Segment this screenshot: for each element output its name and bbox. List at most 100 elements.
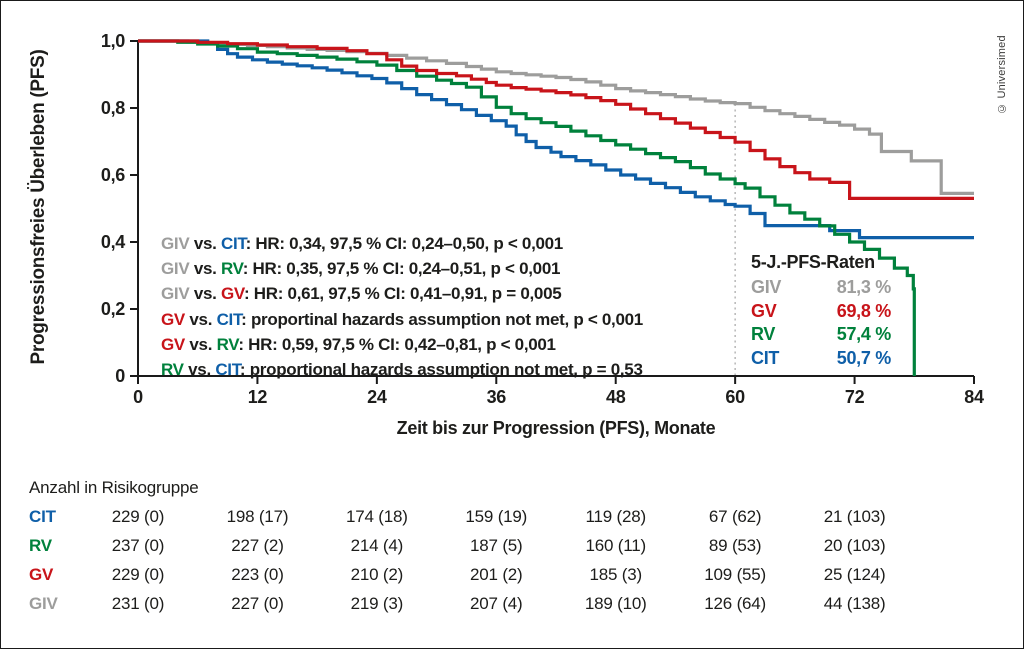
risk-value: 210 (2): [350, 565, 404, 584]
rate-group-label: RV: [751, 324, 776, 345]
y-tick-label: 0,6: [101, 165, 125, 185]
risk-table-title: Anzahl in Risikogruppe: [29, 478, 199, 497]
risk-row-label-gv: GV: [29, 565, 54, 584]
stat-group-giv: GIV: [161, 234, 190, 253]
risk-value: 20 (103): [823, 536, 886, 555]
five-year-pfs-rates-box: 5-J.-PFS-Raten GIV 81,3 % GV 69,8 % RV 57,4 %…: [751, 252, 891, 370]
stat-group-rv: RV: [216, 334, 239, 354]
x-tick-label: 36: [487, 387, 507, 407]
risk-value: 223 (0): [231, 565, 284, 584]
rate-group-label: GIV: [751, 277, 782, 297]
risk-value: 44 (138): [823, 594, 886, 613]
stat-group-giv: GIV: [161, 284, 190, 304]
risk-value: 185 (3): [589, 565, 642, 584]
stat-group-rv: RV: [220, 259, 243, 279]
risk-value: 21 (103): [823, 507, 886, 526]
risk-row-label-cit: CIT: [29, 507, 56, 526]
stat-text: : HR: 0,61, 97,5 % CI: 0,41–0,91, p = 0,…: [244, 284, 562, 304]
x-tick-label: 24: [367, 387, 387, 407]
rate-value: 69,8 %: [836, 300, 892, 321]
stat-group-gv: GV: [161, 334, 185, 354]
stat-text: vs.: [183, 360, 216, 380]
stat-text: : HR: 0,34, 97,5 % CI: 0,24–0,50, p < 0,…: [245, 234, 564, 253]
stat-group-giv: GIV: [161, 259, 190, 279]
risk-value: 119 (28): [585, 507, 646, 526]
stat-text: : HR: 0,35, 97,5 % CI: 0,24–0,51, p < 0,…: [242, 259, 561, 279]
stat-line: GV vs. CIT: proportinal hazards assumpti…: [161, 307, 643, 332]
risk-value: 229 (0): [111, 565, 165, 584]
rate-group-label: CIT: [751, 347, 780, 368]
stat-text: vs.: [189, 259, 221, 279]
stat-text: vs.: [184, 309, 217, 329]
risk-value: 207 (4): [470, 594, 523, 613]
stat-group-rv: RV: [161, 360, 184, 380]
stat-text: : proportional hazards assumption not me…: [239, 360, 643, 380]
stat-text: vs.: [189, 284, 221, 304]
stat-line: GIV vs. GV: HR: 0,61, 97,5 % CI: 0,41–0,…: [161, 281, 643, 306]
stat-line: GIV vs. CIT: HR: 0,34, 97,5 % CI: 0,24–0…: [161, 231, 643, 256]
stat-line: RV vs. CIT: proportional hazards assumpt…: [161, 357, 643, 382]
hazard-ratio-annotations: GIV vs. CIT: HR: 0,34, 97,5 % CI: 0,24–0…: [161, 231, 643, 382]
km-curve-rv: [138, 39, 916, 376]
risk-value: 160 (11): [585, 536, 646, 555]
x-tick-label: 0: [133, 387, 143, 407]
stat-text: : HR: 0,59, 97,5 % CI: 0,42–0,81, p < 0,…: [238, 334, 556, 354]
risk-value: 189 (10): [584, 594, 647, 613]
five-year-pfs-rates-title: 5-J.-PFS-Raten: [751, 252, 875, 272]
y-tick-label: 0,2: [101, 299, 125, 319]
risk-value: 159 (19): [465, 507, 528, 526]
risk-value: 25 (124): [823, 565, 886, 584]
copyright-note: © Universimed: [996, 35, 1008, 114]
x-tick-label: 60: [725, 387, 745, 407]
stat-group-cit: CIT: [216, 309, 242, 329]
five-year-rate-row-giv: GIV 81,3 %: [751, 276, 891, 300]
stat-text: vs.: [184, 334, 217, 354]
risk-value: 227 (2): [231, 536, 284, 555]
five-year-pfs-rates-rows: GIV 81,3 % GV 69,8 % RV 57,4 % CIT 50,7 %: [751, 276, 891, 370]
x-tick-label: 48: [606, 387, 626, 407]
risk-value: 231 (0): [111, 594, 165, 613]
risk-value: 67 (62): [708, 507, 762, 526]
y-tick-label: 1,0: [101, 31, 125, 51]
rate-value: 50,7 %: [836, 347, 892, 368]
five-year-rate-row-cit: CIT 50,7 %: [751, 347, 891, 371]
x-tick-label: 12: [248, 387, 268, 407]
rate-value: 57,4 %: [836, 324, 892, 345]
y-tick-label: 0,8: [101, 98, 125, 118]
risk-value: 214 (4): [350, 536, 404, 555]
y-tick-label: 0,4: [101, 232, 125, 252]
risk-value: 219 (3): [350, 594, 404, 613]
five-year-rate-row-gv: GV 69,8 %: [751, 300, 891, 324]
risk-row-label-giv: GIV: [29, 594, 58, 613]
risk-value: 126 (64): [704, 594, 766, 613]
risk-value: 109 (55): [704, 565, 766, 584]
km-curve-gv: [138, 39, 974, 200]
risk-value: 187 (5): [470, 536, 523, 555]
stat-group-gv: GV: [161, 309, 185, 329]
x-tick-label: 72: [845, 387, 865, 407]
stat-line: GIV vs. RV: HR: 0,35, 97,5 % CI: 0,24–0,…: [161, 256, 643, 281]
risk-value: 89 (53): [708, 536, 762, 555]
risk-value: 198 (17): [226, 507, 289, 526]
stat-text: vs.: [189, 234, 221, 253]
x-axis-title: Zeit bis zur Progression (PFS), Monate: [396, 418, 716, 438]
rate-value: 81,3 %: [836, 277, 892, 297]
risk-value: 227 (0): [231, 594, 284, 613]
y-tick-label: 0: [115, 366, 125, 386]
risk-value: 174 (18): [345, 507, 408, 526]
stat-line: GV vs. RV: HR: 0,59, 97,5 % CI: 0,42–0,8…: [161, 332, 643, 357]
risk-row-label-rv: RV: [29, 536, 52, 555]
stat-text: : proportinal hazards assumption not met…: [241, 309, 643, 329]
km-curve-cit: [138, 39, 974, 240]
risk-value: 201 (2): [470, 565, 523, 584]
x-tick-label: 84: [964, 387, 984, 407]
five-year-rate-row-rv: RV 57,4 %: [751, 323, 891, 347]
stat-group-cit: CIT: [215, 360, 240, 380]
stat-group-cit: CIT: [220, 234, 246, 253]
risk-value: 229 (0): [111, 507, 165, 526]
stat-group-gv: GV: [220, 284, 245, 304]
risk-value: 237 (0): [111, 536, 165, 555]
